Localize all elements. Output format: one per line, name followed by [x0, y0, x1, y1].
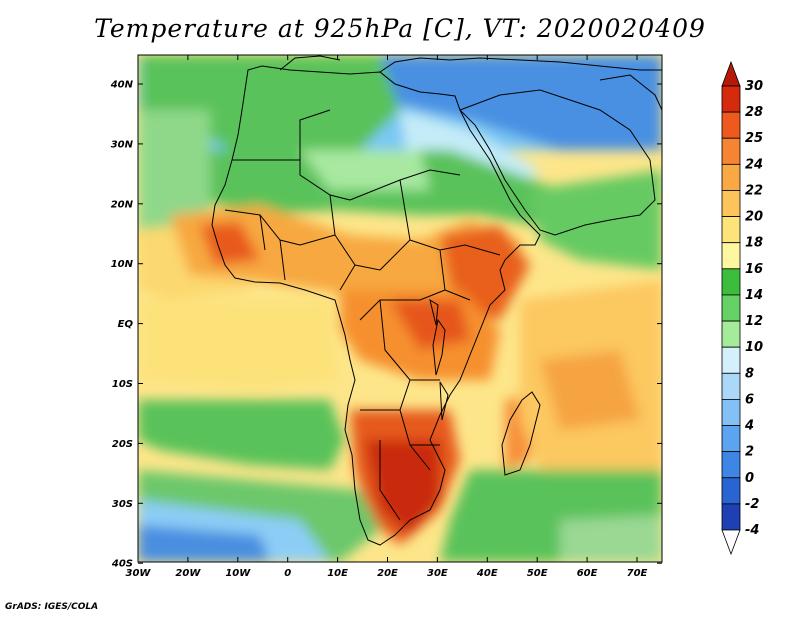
arabia-coast [459, 89, 656, 236]
lon-label: 50E [527, 568, 548, 579]
africa-coast [211, 65, 541, 546]
colorbar-label: 8 [745, 366, 754, 381]
colorbar-box [721, 111, 741, 139]
madagascar-coast [501, 391, 541, 476]
colorbar-label: -4 [745, 523, 759, 538]
colorbar-label: 20 [745, 210, 763, 225]
colorbar-box [721, 268, 741, 296]
colorbar-label: 30 [745, 79, 763, 94]
colorbar-label: 0 [745, 471, 754, 486]
coastlines [211, 55, 662, 546]
lat-label: 30N [111, 139, 134, 150]
lon-label: 70E [627, 568, 648, 579]
colorbar-box [721, 85, 741, 113]
lat-label: 40N [110, 80, 134, 91]
colorbar-box [721, 242, 741, 270]
lakes [429, 298, 449, 421]
colorbar-label: 24 [745, 157, 763, 172]
lat-label: 10S [112, 379, 133, 390]
colorbar-box [721, 346, 741, 374]
colorbar-label: 12 [745, 314, 763, 329]
colorbar-label: -2 [745, 497, 759, 512]
lon-label: 30W [126, 568, 152, 579]
colorbar-box [721, 503, 741, 531]
lon-label: 10W [225, 568, 251, 579]
lat-label: 20S [112, 439, 133, 450]
colorbar-label: 14 [745, 288, 763, 303]
map-field [138, 55, 662, 562]
chart-title: Temperature at 925hPa [C], VT: 202002040… [94, 14, 706, 43]
colorbar-bottom-arrow [721, 529, 741, 556]
map-frame [137, 54, 663, 563]
colorbar-label: 28 [745, 105, 763, 120]
lat-label: 20N [111, 199, 134, 210]
colorbar-box [721, 137, 741, 165]
colorbar-box [721, 163, 741, 191]
lon-label: 60E [577, 568, 598, 579]
lat-label: 10N [111, 259, 134, 270]
colorbar-top-arrow [721, 60, 741, 87]
colorbar-label: 22 [745, 183, 763, 198]
colorbar-label: 25 [745, 131, 763, 146]
lon-label: 20E [377, 568, 398, 579]
grads-credit: GrADS: IGES/COLA [5, 602, 99, 612]
colorbar-box [721, 320, 741, 348]
lon-label: 40E [476, 568, 498, 579]
colorbar-box [721, 477, 741, 505]
country-borders [224, 109, 501, 521]
colorbar-box [721, 372, 741, 400]
europe-coast [379, 57, 662, 73]
lon-label: 20W [175, 568, 201, 579]
colorbar-label: 16 [745, 262, 763, 277]
colorbar-box [721, 216, 741, 244]
temperature-shading [138, 55, 662, 562]
colorbar-box [721, 399, 741, 426]
colorbar-label: 18 [745, 236, 763, 251]
colorbar-label: 10 [745, 340, 763, 355]
colorbar-label: 4 [744, 419, 754, 434]
lon-label: 0 [284, 568, 291, 579]
colorbar-label: 6 [745, 392, 754, 407]
lat-label: 40S [111, 559, 133, 570]
colorbar-box [721, 190, 741, 217]
iberia-italy-coast [279, 55, 341, 71]
colorbar-box [721, 425, 741, 453]
colorbar-label: 2 [745, 445, 754, 460]
lon-label: 30E [427, 568, 448, 579]
lat-label: 30S [112, 499, 133, 510]
colorbar-box [721, 451, 741, 479]
lat-label: EQ [118, 319, 134, 330]
colorbar-box [721, 294, 741, 322]
caspian-coast [599, 74, 662, 111]
lon-label: 10E [327, 568, 348, 579]
